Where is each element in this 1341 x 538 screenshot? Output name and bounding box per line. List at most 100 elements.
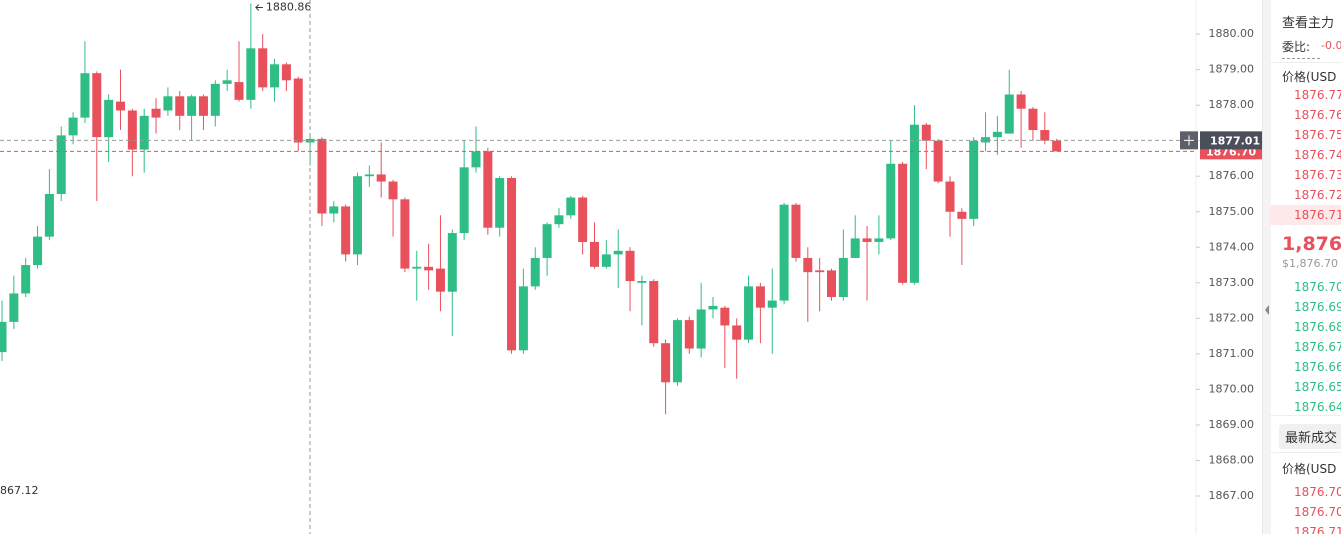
ask-highlight: [1270, 205, 1341, 225]
candle-body: [933, 140, 943, 182]
candle-body: [957, 211, 967, 219]
asks-row: 1876.77: [1294, 88, 1341, 102]
candle-body: [0, 321, 7, 353]
low-marker: 867.12: [0, 484, 39, 497]
candle-body: [376, 174, 386, 182]
candle-body: [139, 115, 149, 150]
candle-body: [400, 199, 410, 269]
candle-body: [708, 305, 718, 310]
order-book: 查看主力 委比: -0.0 价格(USD 1876.77 1876.76 1876.…: [1270, 0, 1341, 534]
candle-body: [874, 238, 884, 242]
candle-body: [696, 309, 706, 349]
asks-row: 1876.75: [1294, 128, 1341, 142]
candle-body: [341, 206, 351, 255]
bids-row: 1876.69: [1294, 300, 1341, 314]
asks-row: 1876.73: [1294, 168, 1341, 182]
candle-body: [1004, 94, 1014, 134]
candle-body: [234, 82, 244, 100]
candle-body: [33, 236, 43, 266]
candle-body: [483, 151, 493, 228]
trades-header: 价格(USD: [1282, 462, 1337, 476]
y-tick-label: 1878.00: [1209, 98, 1255, 111]
candle-body: [187, 96, 197, 116]
candle-body: [21, 265, 31, 294]
crosshair-label: 1877.01: [1210, 134, 1260, 147]
handle-arrow: [1265, 305, 1269, 315]
last-price: 1,876.7: [1282, 233, 1341, 255]
bids-row: 1876.68: [1294, 320, 1341, 334]
divider: [1270, 415, 1341, 416]
candle-body: [104, 99, 114, 138]
y-tick-label: 1879.00: [1209, 63, 1255, 76]
crosshair-add[interactable]: [1180, 131, 1198, 150]
candle-body: [329, 206, 339, 214]
candle-body: [625, 250, 635, 282]
candle-body: [127, 110, 137, 150]
y-tick-label: 1868.00: [1209, 453, 1255, 466]
candle-body: [684, 320, 694, 349]
candle-body: [744, 286, 754, 340]
candle-body: [992, 131, 1002, 138]
candle-body: [80, 73, 90, 118]
trades-button[interactable]: 最新成交: [1279, 424, 1341, 449]
candle-body: [68, 117, 78, 136]
candle-body: [246, 48, 256, 100]
y-tick-label: 1880.00: [1209, 27, 1255, 40]
candle-body: [732, 325, 742, 340]
candle-body: [827, 270, 836, 298]
candle-body: [56, 135, 66, 194]
candle-body: [755, 286, 765, 308]
candle-body: [779, 204, 789, 301]
candle-body: [815, 270, 825, 273]
crosshair-add-icon: [1184, 135, 1194, 146]
candle-body: [270, 64, 280, 88]
divider: [1270, 62, 1341, 63]
candle-body: [1028, 108, 1038, 131]
candle-body: [1016, 94, 1026, 109]
candle-body: [281, 64, 291, 81]
candle-body: [459, 167, 469, 234]
bids-row: 1876.70: [1294, 280, 1341, 294]
asks-row: 1876.71: [1294, 208, 1341, 222]
candle-body: [803, 257, 813, 273]
candle-body: [1052, 140, 1062, 152]
candle-body: [424, 266, 434, 271]
candle-body: [44, 193, 54, 237]
handle-icon: [1265, 305, 1269, 315]
crosshair-box: [1200, 131, 1262, 150]
candle-body: [9, 293, 19, 322]
candle-body: [921, 124, 931, 141]
candle-body: [447, 233, 457, 292]
candle-body: [151, 108, 161, 118]
candle-body: [590, 241, 599, 267]
candle-body: [613, 250, 623, 255]
y-tick-label: 1874.00: [1209, 240, 1255, 253]
high-marker: 1880.86: [266, 1, 312, 14]
candle-body: [530, 257, 540, 287]
candle-body: [672, 320, 682, 383]
candle-body: [317, 138, 327, 214]
y-tick-label: 1873.00: [1209, 276, 1255, 289]
candle-body: [649, 281, 659, 344]
candle-body: [222, 80, 232, 84]
y-tick-label: 1875.00: [1209, 205, 1255, 218]
panel-handle[interactable]: [1262, 0, 1271, 534]
candle-body: [293, 78, 303, 143]
candle-body: [175, 96, 185, 116]
trades-row: 1876.70: [1294, 485, 1341, 499]
candle-body: [578, 197, 588, 242]
ratio-label: 委比:: [1282, 40, 1311, 54]
high-arrow: [255, 4, 263, 11]
y-tick-label: 1870.00: [1209, 382, 1255, 395]
candle-body: [1040, 130, 1050, 141]
candle-body: [198, 96, 208, 116]
candle-body: [163, 96, 173, 111]
y-tick-label: 1872.00: [1209, 311, 1255, 324]
candle-body: [909, 124, 919, 283]
candle-body: [720, 307, 730, 326]
ratio-underline: [1282, 58, 1320, 59]
candle-body: [542, 224, 552, 258]
panel-header[interactable]: 查看主力: [1282, 16, 1335, 31]
